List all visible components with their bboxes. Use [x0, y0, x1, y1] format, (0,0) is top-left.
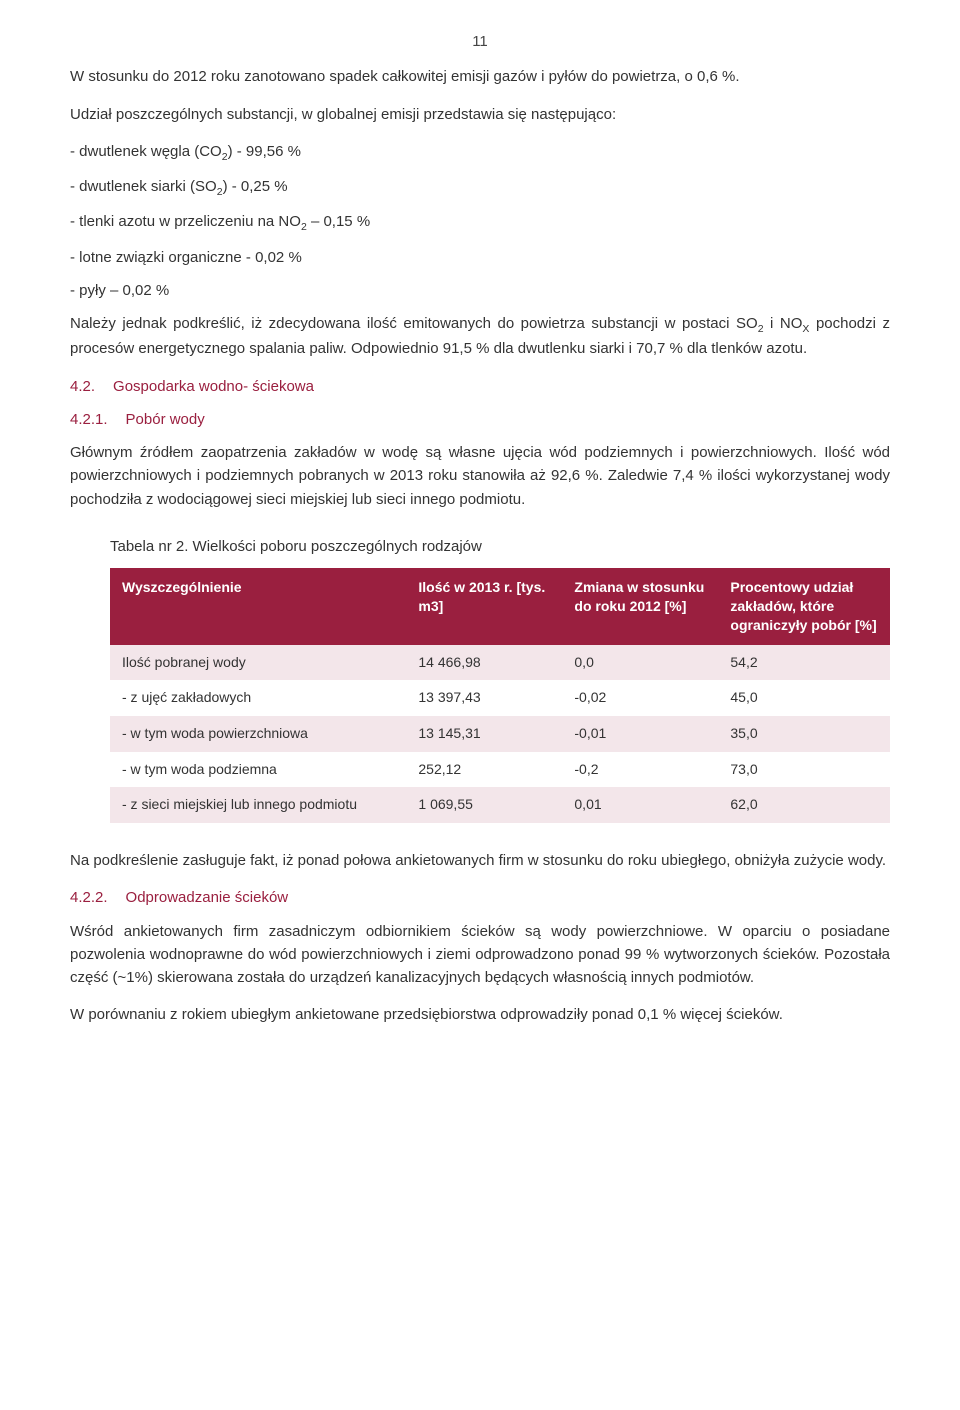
water-reduction-paragraph: Na podkreślenie zasługuje fakt, iż ponad… [70, 849, 890, 872]
wastewater-paragraph-1: Wśród ankietowanych firm zasadniczym odb… [70, 920, 890, 990]
section-number: 4.2. [70, 375, 95, 398]
page-number: 11 [70, 30, 890, 53]
table-row: - z ujęć zakładowych 13 397,43 -0,02 45,… [110, 680, 890, 716]
text: Należy jednak podkreślić, iż zdecydowana… [70, 315, 758, 332]
table-cell: - z ujęć zakładowych [110, 680, 406, 716]
text: ) - 0,25 % [223, 178, 288, 195]
emission-item-no2: - tlenki azotu w przeliczeniu na NO2 – 0… [70, 210, 890, 235]
section-4-2-2-heading: 4.2.2. Odprowadzanie ścieków [70, 886, 890, 909]
table-cell: 54,2 [718, 645, 890, 681]
table-header-row: Wyszczególnienie Ilość w 2013 r. [tys. m… [110, 568, 890, 645]
section-title: Pobór wody [126, 411, 205, 428]
table-cell: 73,0 [718, 752, 890, 788]
section-4-2-1-heading: 4.2.1. Pobór wody [70, 408, 890, 431]
table-cell: -0,2 [562, 752, 718, 788]
table-header: Zmiana w stosunku do roku 2012 [%] [562, 568, 718, 645]
water-intake-table: Wyszczególnienie Ilość w 2013 r. [tys. m… [110, 568, 890, 823]
section-number: 4.2.2. [70, 886, 108, 909]
substances-intro: Udział poszczególnych substancji, w glob… [70, 103, 890, 126]
table-cell: 1 069,55 [406, 787, 562, 823]
table-cell: -0,02 [562, 680, 718, 716]
emission-item-pyly: - pyły – 0,02 % [70, 279, 890, 302]
table-cell: 35,0 [718, 716, 890, 752]
water-intake-paragraph: Głównym źródłem zaopatrzenia zakładów w … [70, 441, 890, 511]
table-cell: - w tym woda podziemna [110, 752, 406, 788]
combustion-paragraph: Należy jednak podkreślić, iż zdecydowana… [70, 312, 890, 361]
table-header: Procentowy udział zakładów, które ograni… [718, 568, 890, 645]
section-4-2-heading: 4.2. Gospodarka wodno- ściekowa [70, 375, 890, 398]
table-row: - w tym woda powierzchniowa 13 145,31 -0… [110, 716, 890, 752]
text: – 0,15 % [307, 213, 370, 230]
table-cell: Ilość pobranej wody [110, 645, 406, 681]
table-row: Ilość pobranej wody 14 466,98 0,0 54,2 [110, 645, 890, 681]
table-header: Wyszczególnienie [110, 568, 406, 645]
table-cell: 13 145,31 [406, 716, 562, 752]
section-title: Odprowadzanie ścieków [126, 889, 289, 906]
table-cell: 252,12 [406, 752, 562, 788]
table-cell: 0,0 [562, 645, 718, 681]
emission-item-so2: - dwutlenek siarki (SO2) - 0,25 % [70, 175, 890, 200]
intro-paragraph: W stosunku do 2012 roku zanotowano spade… [70, 65, 890, 88]
section-title: Gospodarka wodno- ściekowa [113, 378, 314, 395]
table-cell: -0,01 [562, 716, 718, 752]
text: - dwutlenek siarki (SO [70, 178, 217, 195]
table-cell: 0,01 [562, 787, 718, 823]
table-cell: 13 397,43 [406, 680, 562, 716]
section-number: 4.2.1. [70, 408, 108, 431]
text: ) - 99,56 % [228, 143, 301, 160]
table-row: - z sieci miejskiej lub innego podmiotu … [110, 787, 890, 823]
table-row: - w tym woda podziemna 252,12 -0,2 73,0 [110, 752, 890, 788]
text: - dwutlenek węgla (CO [70, 143, 222, 160]
emission-item-voc: - lotne związki organiczne - 0,02 % [70, 246, 890, 269]
table-cell: 14 466,98 [406, 645, 562, 681]
table-header: Ilość w 2013 r. [tys. m3] [406, 568, 562, 645]
text: - tlenki azotu w przeliczeniu na NO [70, 213, 301, 230]
table-cell: - w tym woda powierzchniowa [110, 716, 406, 752]
emission-item-co2: - dwutlenek węgla (CO2) - 99,56 % [70, 140, 890, 165]
text: i NO [764, 315, 803, 332]
table-caption: Tabela nr 2. Wielkości poboru poszczegól… [110, 535, 890, 558]
wastewater-paragraph-2: W porównaniu z rokiem ubiegłym ankietowa… [70, 1003, 890, 1026]
table-cell: 62,0 [718, 787, 890, 823]
table-cell: - z sieci miejskiej lub innego podmiotu [110, 787, 406, 823]
table-cell: 45,0 [718, 680, 890, 716]
